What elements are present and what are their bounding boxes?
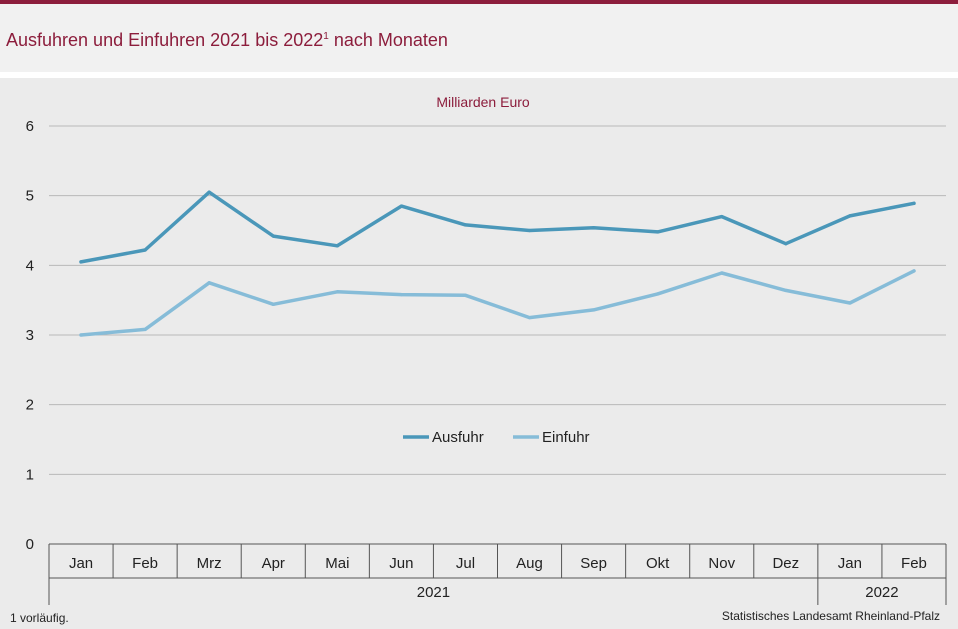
x-tick-label: Jul xyxy=(456,555,475,572)
data-point-einfuhr xyxy=(848,301,852,305)
x-tick-label: Feb xyxy=(901,555,927,572)
data-point-ausfuhr xyxy=(207,190,211,194)
title-footnote-mark: 1 xyxy=(323,31,329,42)
source-credit: Statistisches Landesamt Rheinland-Pfalz xyxy=(721,609,940,623)
x-tick-label: Jun xyxy=(389,555,413,572)
data-point-einfuhr xyxy=(271,302,275,306)
series-line-einfuhr xyxy=(79,269,916,337)
y-tick-label: 3 xyxy=(26,327,34,344)
data-point-ausfuhr xyxy=(463,223,468,227)
data-point-einfuhr xyxy=(656,292,660,296)
data-point-ausfuhr xyxy=(527,228,532,233)
x-tick-label: Dez xyxy=(772,555,799,572)
data-point-ausfuhr xyxy=(912,201,916,205)
data-point-ausfuhr xyxy=(656,230,660,234)
data-point-ausfuhr xyxy=(399,204,403,208)
year-label: 2021 xyxy=(417,584,450,601)
data-point-einfuhr xyxy=(720,271,724,275)
data-point-einfuhr xyxy=(79,333,83,337)
data-point-ausfuhr xyxy=(335,244,339,248)
data-point-einfuhr xyxy=(335,290,339,294)
x-tick-label: Okt xyxy=(646,555,670,572)
year-label: 2022 xyxy=(865,584,898,601)
data-point-einfuhr xyxy=(463,293,468,297)
chart-title-suffix: nach Monaten xyxy=(328,30,448,50)
data-point-ausfuhr xyxy=(143,248,147,252)
y-tick-label: 0 xyxy=(26,536,34,553)
data-point-ausfuhr xyxy=(271,234,275,238)
data-point-einfuhr xyxy=(399,292,403,297)
data-point-ausfuhr xyxy=(592,226,596,230)
chart-area: 0 1 2 3 4 5 6 Jan Feb Mrz Apr Mai Jun Jul Aug Sep Okt Nov… xyxy=(0,78,958,629)
x-tick-label: Aug xyxy=(516,555,543,572)
x-tick-label: Nov xyxy=(708,555,735,572)
data-point-einfuhr xyxy=(527,315,532,320)
x-tick-label: Mrz xyxy=(197,555,222,572)
x-tick-label: Apr xyxy=(262,555,285,572)
y-tick-label: 1 xyxy=(26,466,34,483)
x-tick-label: Jan xyxy=(69,555,93,572)
y-tick-label: 6 xyxy=(26,118,34,135)
data-point-einfuhr xyxy=(784,288,788,293)
header-separator xyxy=(0,72,958,78)
data-point-ausfuhr xyxy=(848,214,852,218)
top-accent-bar xyxy=(0,0,958,4)
data-point-ausfuhr xyxy=(79,260,83,264)
data-point-einfuhr xyxy=(912,269,916,273)
x-tick-label: Mai xyxy=(325,555,349,572)
data-point-einfuhr xyxy=(143,327,147,332)
unit-label: Milliarden Euro xyxy=(436,94,530,110)
series-line-ausfuhr xyxy=(79,190,916,264)
y-tick-label: 2 xyxy=(26,397,34,414)
chart-title-text: Ausfuhren und Einfuhren 2021 bis 2022 xyxy=(6,30,324,50)
chart-title: Ausfuhren und Einfuhren 2021 bis 20221 n… xyxy=(6,30,448,51)
legend-label-ausfuhr: Ausfuhr xyxy=(432,429,484,446)
y-tick-label: 4 xyxy=(26,257,34,274)
line-chart: 0 1 2 3 4 5 6 Jan Feb Mrz Apr Mai Jun Jul Aug Sep Okt Nov… xyxy=(26,94,947,605)
header: Ausfuhren und Einfuhren 2021 bis 20221 n… xyxy=(0,4,958,72)
data-point-ausfuhr xyxy=(784,242,788,246)
footnote: 1 vorläufig. xyxy=(10,611,69,625)
legend-label-einfuhr: Einfuhr xyxy=(542,429,590,446)
x-tick-label: Sep xyxy=(580,555,607,572)
data-point-einfuhr xyxy=(592,308,596,312)
y-tick-label: 5 xyxy=(26,188,34,205)
x-tick-label: Feb xyxy=(132,555,158,572)
data-point-ausfuhr xyxy=(720,214,724,219)
data-point-einfuhr xyxy=(207,281,211,285)
x-tick-label: Jan xyxy=(838,555,862,572)
